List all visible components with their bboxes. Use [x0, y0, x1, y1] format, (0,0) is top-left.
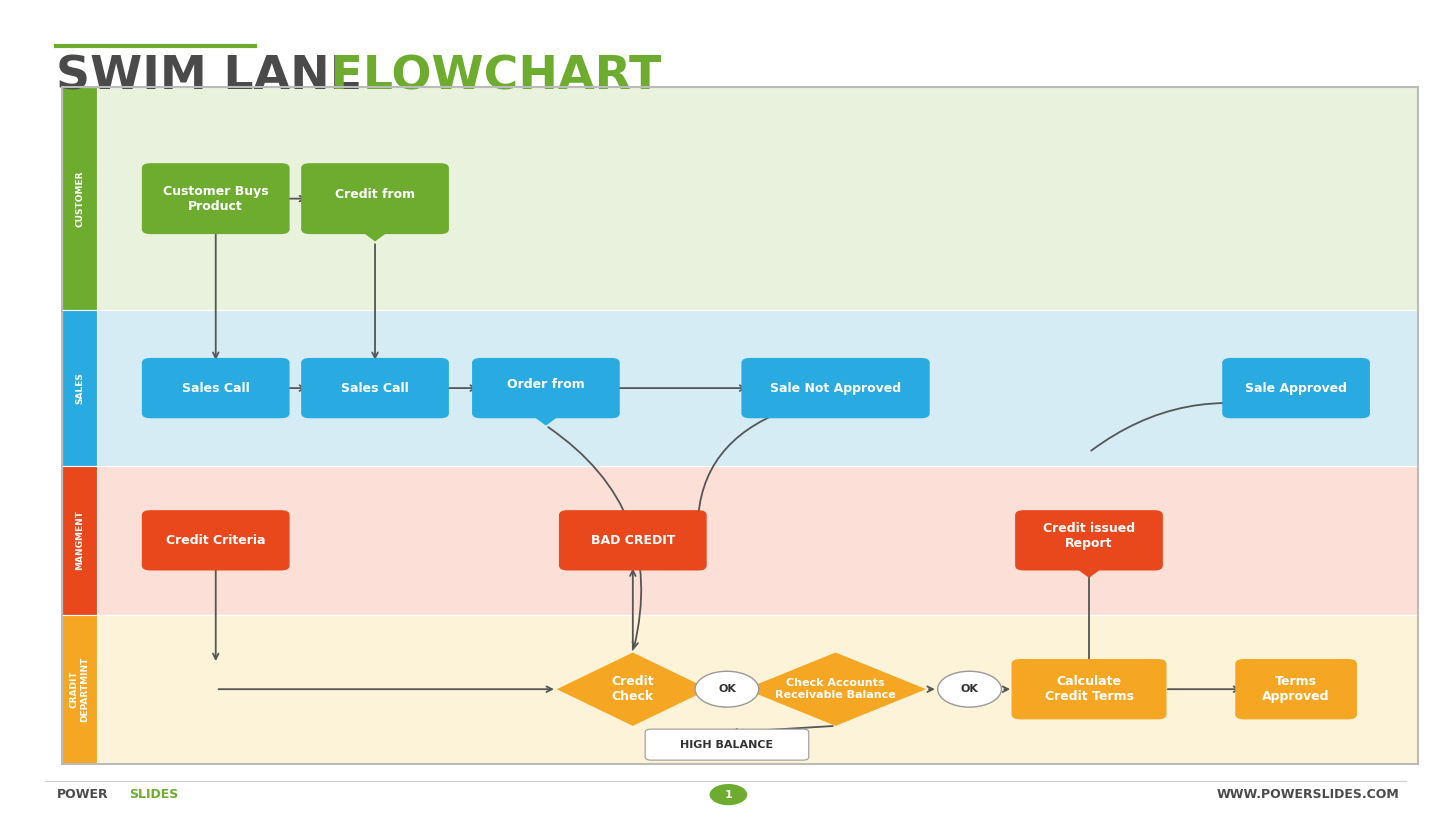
Polygon shape [355, 227, 393, 241]
FancyBboxPatch shape [142, 510, 290, 570]
Text: SLIDES: SLIDES [129, 788, 178, 801]
Text: BAD CREDIT: BAD CREDIT [591, 534, 675, 546]
Polygon shape [744, 653, 926, 726]
FancyBboxPatch shape [559, 510, 707, 570]
FancyBboxPatch shape [302, 163, 448, 234]
Text: Terms
Approved: Terms Approved [1262, 675, 1331, 703]
FancyBboxPatch shape [1016, 510, 1162, 570]
Polygon shape [527, 411, 564, 425]
Circle shape [695, 672, 759, 707]
Text: Sales Call: Sales Call [181, 381, 250, 394]
Text: OK: OK [718, 684, 736, 694]
FancyBboxPatch shape [62, 615, 97, 764]
Text: CRADIT
DEPARTMINT: CRADIT DEPARTMINT [70, 657, 90, 721]
FancyBboxPatch shape [62, 87, 97, 310]
Text: CUSTOMER: CUSTOMER [75, 170, 84, 227]
Text: Check Accounts
Receivable Balance: Check Accounts Receivable Balance [775, 678, 895, 700]
Text: Credit issued
Report: Credit issued Report [1043, 522, 1135, 551]
Text: Credit from: Credit from [335, 188, 415, 201]
Text: Sales Call: Sales Call [341, 381, 409, 394]
Text: Sale Approved: Sale Approved [1245, 381, 1347, 394]
Text: MANGMENT: MANGMENT [75, 510, 84, 570]
Text: FLOWCHART: FLOWCHART [315, 54, 662, 99]
FancyBboxPatch shape [646, 729, 808, 760]
FancyBboxPatch shape [62, 310, 97, 466]
Circle shape [937, 672, 1001, 707]
FancyBboxPatch shape [302, 358, 448, 418]
FancyBboxPatch shape [142, 163, 290, 234]
FancyBboxPatch shape [97, 87, 1418, 310]
FancyBboxPatch shape [97, 466, 1418, 615]
Circle shape [710, 784, 747, 805]
Text: Customer Buys
Product: Customer Buys Product [163, 185, 268, 213]
Text: SALES: SALES [75, 372, 84, 404]
Text: Calculate
Credit Terms: Calculate Credit Terms [1045, 675, 1133, 703]
Text: POWER: POWER [57, 788, 107, 801]
FancyBboxPatch shape [1011, 659, 1167, 719]
Text: SWIM LANE: SWIM LANE [57, 54, 363, 99]
FancyBboxPatch shape [1222, 358, 1370, 418]
Text: WWW.POWERSLIDES.COM: WWW.POWERSLIDES.COM [1216, 788, 1399, 801]
Text: Credit Criteria: Credit Criteria [165, 534, 266, 546]
Text: Order from: Order from [506, 378, 585, 390]
FancyBboxPatch shape [62, 466, 97, 615]
FancyBboxPatch shape [1235, 659, 1357, 719]
Text: HIGH BALANCE: HIGH BALANCE [681, 739, 773, 749]
FancyBboxPatch shape [472, 358, 620, 418]
Text: Credit
Check: Credit Check [611, 675, 654, 703]
FancyBboxPatch shape [97, 310, 1418, 466]
FancyBboxPatch shape [741, 358, 930, 418]
Text: OK: OK [961, 684, 978, 694]
Polygon shape [557, 653, 710, 726]
FancyBboxPatch shape [97, 615, 1418, 764]
Text: 1: 1 [724, 789, 733, 800]
Text: Sale Not Approved: Sale Not Approved [770, 381, 901, 394]
Polygon shape [1071, 564, 1107, 578]
FancyBboxPatch shape [142, 358, 290, 418]
